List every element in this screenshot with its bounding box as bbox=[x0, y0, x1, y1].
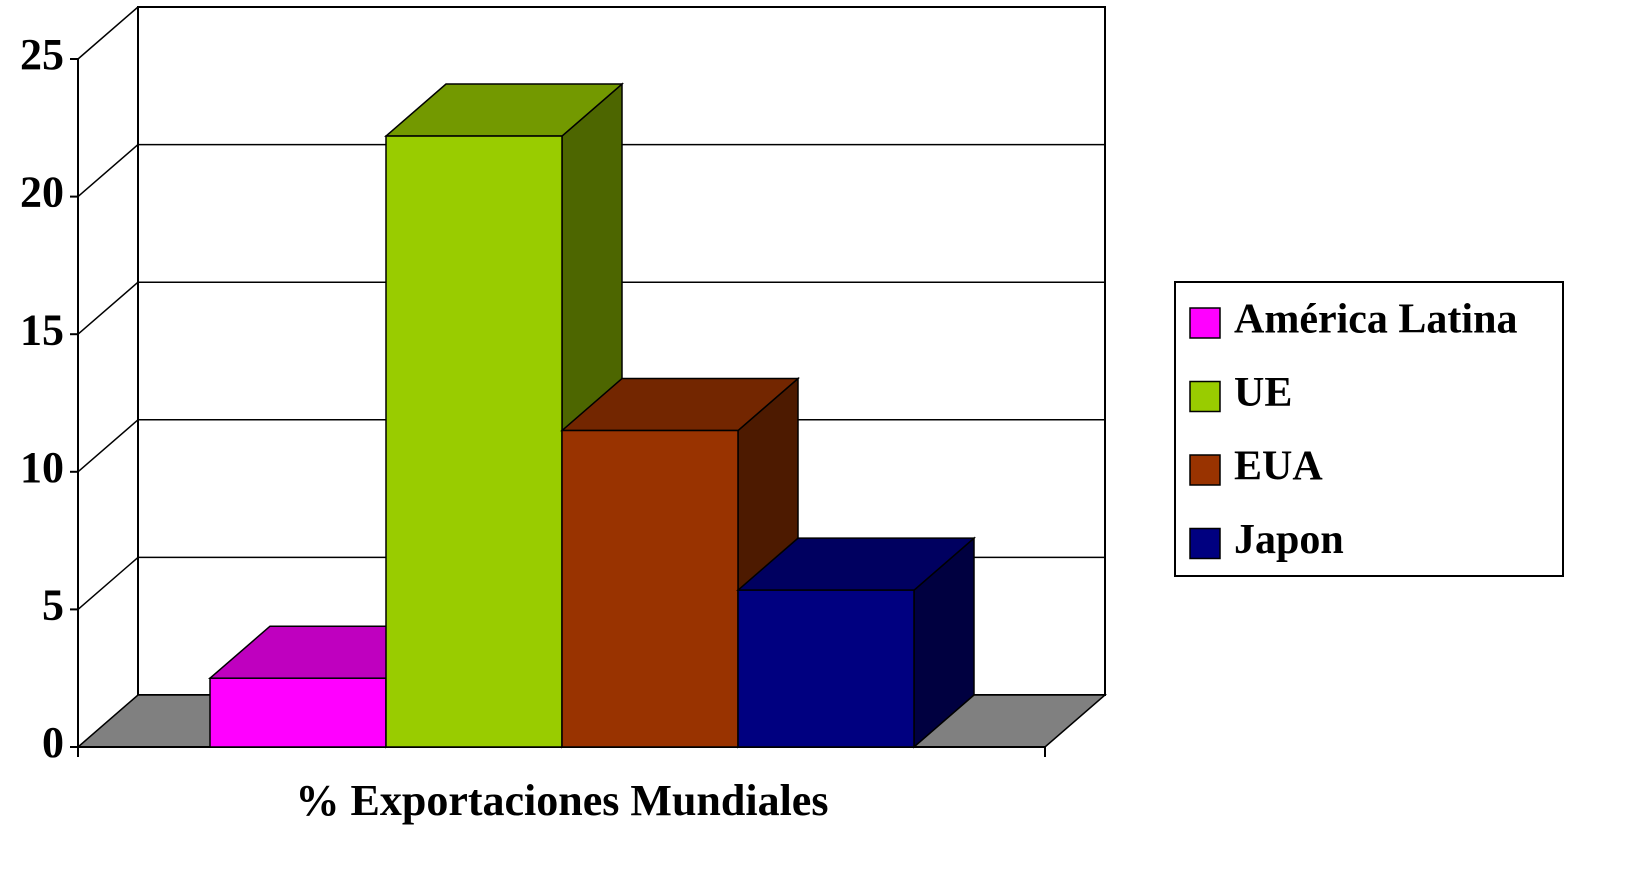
y-tick-label: 5 bbox=[42, 580, 64, 629]
bar bbox=[561, 429, 739, 748]
legend-label: EUA bbox=[1234, 444, 1323, 490]
grid-line bbox=[77, 281, 139, 335]
y-tick-label: 10 bbox=[20, 443, 64, 492]
bar bbox=[209, 677, 387, 748]
legend-swatch bbox=[1189, 454, 1221, 486]
grid-line bbox=[77, 144, 139, 198]
y-tick-label: 20 bbox=[20, 168, 64, 217]
grid-line bbox=[77, 6, 139, 60]
legend-swatch bbox=[1189, 307, 1221, 339]
x-tick-label: % Exportaciones Mundiales bbox=[296, 776, 829, 825]
legend-label: UE bbox=[1234, 370, 1292, 416]
y-tick-label: 15 bbox=[20, 305, 64, 354]
grid-line bbox=[77, 419, 139, 473]
legend bbox=[1174, 281, 1564, 577]
bar bbox=[737, 589, 915, 748]
grid-line bbox=[77, 556, 139, 610]
legend-swatch bbox=[1189, 380, 1221, 413]
y-tick-label: 25 bbox=[20, 30, 64, 79]
legend-label: Japon bbox=[1234, 517, 1344, 563]
y-tick-label: 0 bbox=[42, 718, 64, 767]
legend-swatch bbox=[1189, 527, 1221, 560]
legend-label: América Latina bbox=[1234, 297, 1517, 343]
bar bbox=[385, 135, 563, 748]
